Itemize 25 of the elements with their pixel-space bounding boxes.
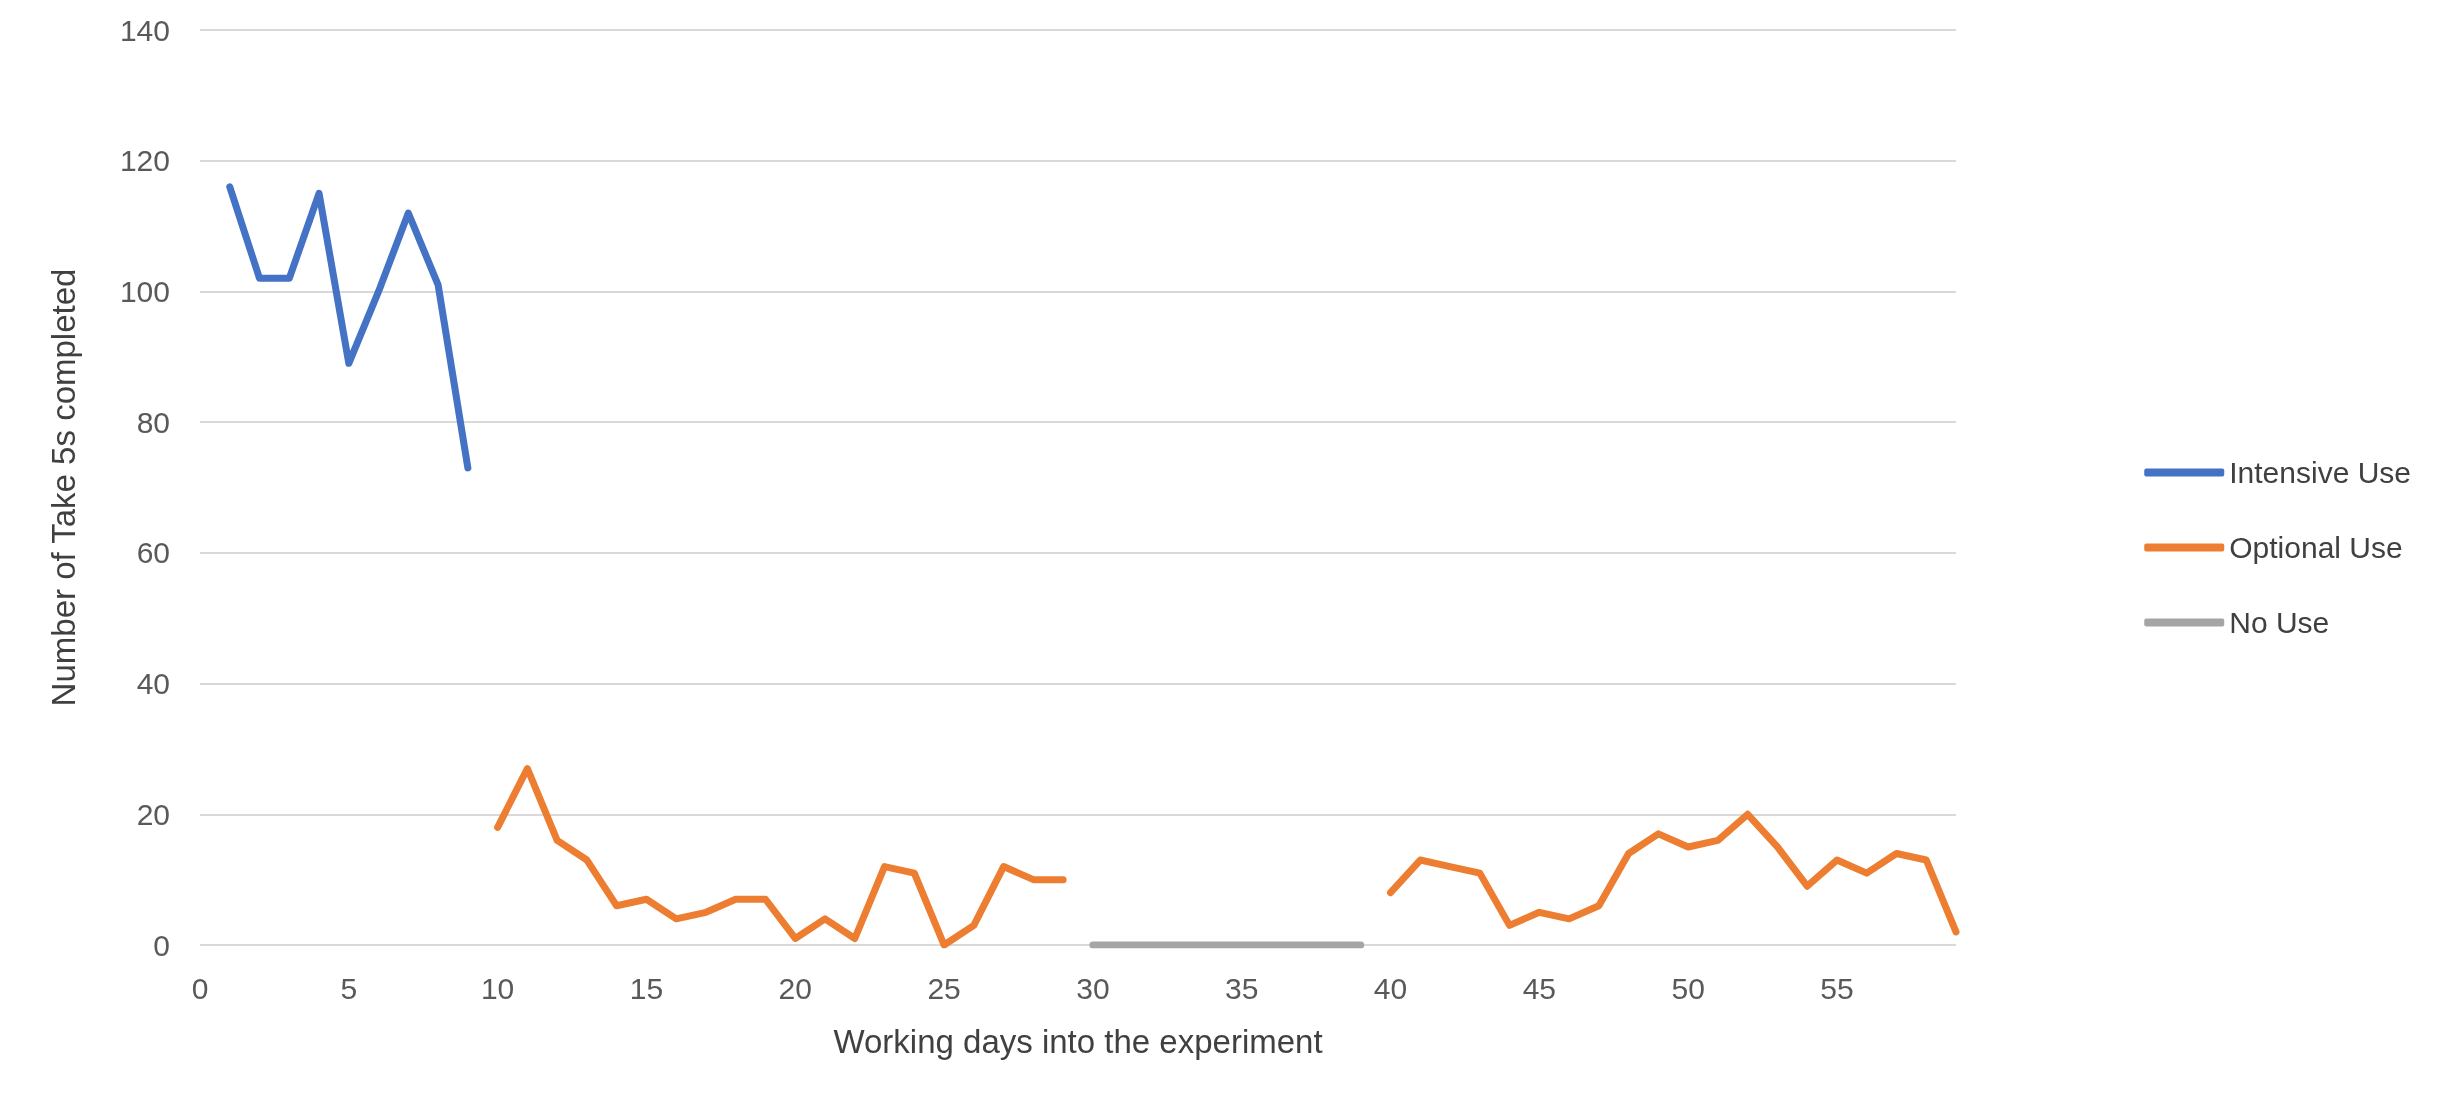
y-tick-label: 60 bbox=[136, 536, 170, 570]
legend-label: No Use bbox=[2229, 606, 2330, 639]
y-axis-title: Number of Take 5s completed bbox=[45, 268, 82, 707]
y-tick-label: 120 bbox=[119, 144, 170, 178]
x-tick-label: 15 bbox=[629, 971, 664, 1005]
x-tick-label: 30 bbox=[1076, 971, 1110, 1005]
x-tick-label: 25 bbox=[927, 971, 961, 1005]
y-tick-label: 100 bbox=[119, 274, 170, 308]
legend-label: Intensive Use bbox=[2229, 456, 2412, 489]
x-tick-label: 10 bbox=[480, 971, 515, 1005]
legend-label: Optional Use bbox=[2229, 531, 2403, 564]
x-tick-label: 45 bbox=[1522, 971, 1557, 1005]
y-tick-label: 140 bbox=[119, 13, 170, 47]
x-tick-label: 20 bbox=[778, 971, 812, 1005]
x-tick-label: 0 bbox=[191, 971, 209, 1005]
x-tick-label: 35 bbox=[1225, 971, 1259, 1005]
x-axis-title: Working days into the experiment bbox=[833, 1023, 1323, 1060]
x-tick-label: 50 bbox=[1671, 971, 1705, 1005]
x-tick-label: 40 bbox=[1373, 971, 1408, 1005]
x-tick-label: 5 bbox=[340, 971, 358, 1005]
y-tick-label: 20 bbox=[136, 797, 170, 831]
x-tick-label: 55 bbox=[1820, 971, 1854, 1005]
y-tick-label: 0 bbox=[153, 928, 170, 962]
y-tick-label: 80 bbox=[136, 405, 170, 439]
y-tick-label: 40 bbox=[136, 667, 170, 701]
